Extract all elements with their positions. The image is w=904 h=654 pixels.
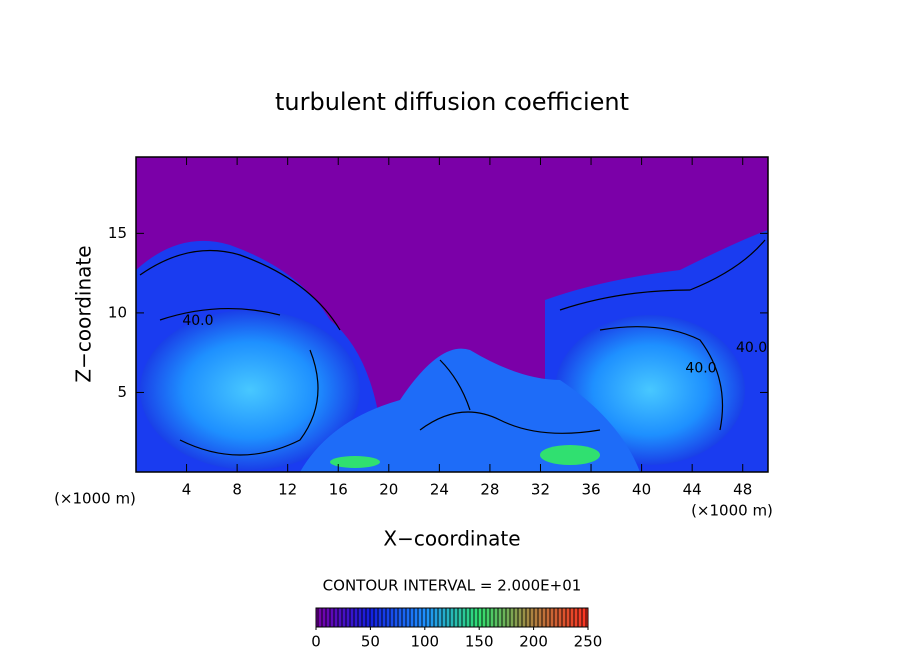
colorbar-tick-label: 250 [574,633,603,651]
colorbar [315,607,589,628]
x-tick-label: 36 [581,481,600,499]
field-region [330,456,380,468]
plot-frame [135,156,769,473]
x-tick-label: 12 [278,481,297,499]
y-tick-label: 10 [108,303,127,321]
x-tick-label: 8 [232,481,242,499]
x-unit-label: (×1000 m) [691,502,773,520]
x-tick-label: 16 [329,481,348,499]
x-tick-label: 44 [683,481,702,499]
colorbar-tick-label: 150 [465,633,494,651]
x-tick-label: 32 [531,481,550,499]
colorbar-tick-label: 200 [519,633,548,651]
contour-label: 40.0 [182,313,213,329]
contour-line [439,359,471,411]
x-tick-label: 24 [430,481,449,499]
contour-label: 40.0 [736,340,767,356]
contour-line [179,349,319,456]
contour-interval: CONTOUR INTERVAL = 2.000E+01 [323,577,582,595]
y-axis-label: Z−coordinate [72,245,96,382]
chart-title: turbulent diffusion coefficient [275,88,629,116]
colorbar-tick-label: 50 [361,633,380,651]
x-tick-label: 28 [480,481,499,499]
contour-line [559,239,766,311]
colorbar-tick-label: 0 [311,633,321,651]
x-tick-label: 40 [632,481,651,499]
colorbar-tick-label: 100 [410,633,439,651]
field [136,157,768,472]
contour-line [419,411,601,434]
x-tick-label: 48 [733,481,752,499]
contour-label: 40.0 [685,361,716,377]
y-tick-label: 5 [117,383,127,401]
x-axis-label: X−coordinate [383,527,520,551]
field-region [540,445,600,465]
x-tick-label: 4 [182,481,192,499]
y-tick-label: 15 [108,224,127,242]
x-tick-label: 20 [379,481,398,499]
field-region [300,348,640,472]
field-region [140,310,360,470]
contour-line [139,249,341,331]
contour-line [599,326,724,431]
contour-line [159,307,281,321]
y-unit-label: (×1000 m) [54,490,136,508]
